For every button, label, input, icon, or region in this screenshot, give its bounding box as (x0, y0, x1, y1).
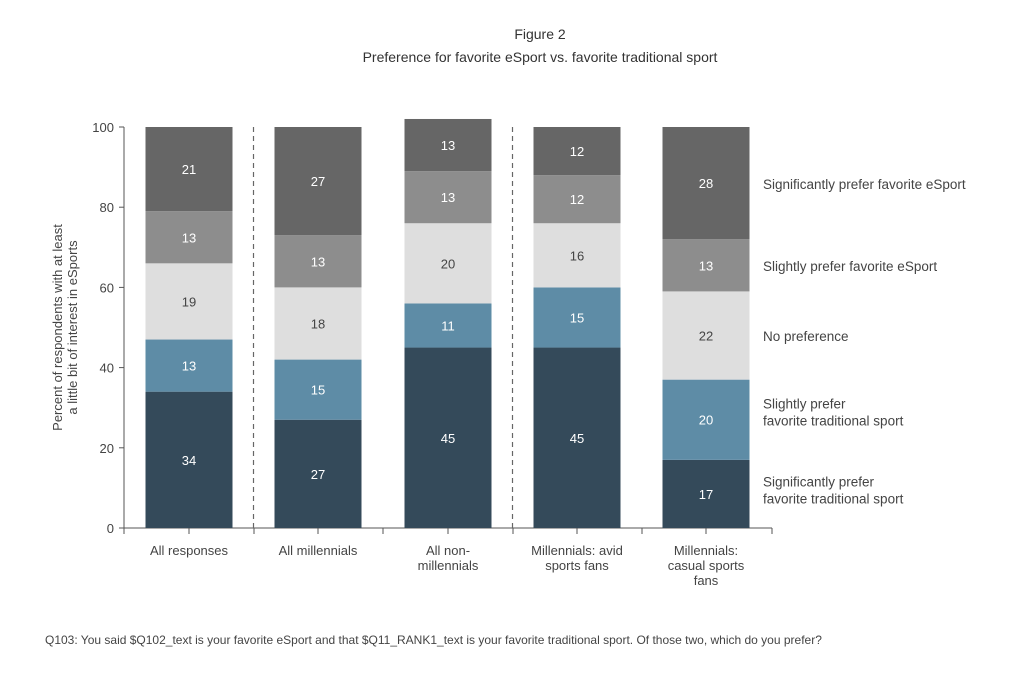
y-tick-label: 20 (100, 441, 114, 456)
y-tick-label: 40 (100, 361, 114, 376)
legend-label: Slightly prefer favorite eSport (763, 259, 937, 274)
data-label: 16 (570, 248, 584, 263)
figure-label: Figure 2 (514, 26, 566, 42)
legend-label: Slightly prefer (763, 397, 846, 412)
bar-segment (145, 339, 233, 392)
y-tick-label: 0 (107, 521, 114, 536)
bar-segment (404, 171, 492, 224)
x-tick-label: millennials (418, 558, 479, 573)
x-tick-label: All responses (150, 543, 229, 558)
data-label: 12 (570, 192, 584, 207)
x-tick-label: sports fans (545, 558, 609, 573)
x-tick-label: Millennials: avid (531, 543, 623, 558)
bar-segment (274, 359, 362, 420)
data-label: 15 (570, 310, 584, 325)
data-label: 19 (182, 294, 196, 309)
data-label: 13 (182, 359, 196, 374)
data-label: 12 (570, 144, 584, 159)
data-label: 20 (441, 256, 455, 271)
bar-segment (274, 127, 362, 236)
x-tick-label: casual sports (668, 558, 745, 573)
legend-label: Significantly prefer (763, 475, 875, 490)
bar-segment (662, 127, 750, 240)
footnote: Q103: You said $Q102_text is your favori… (45, 633, 822, 647)
data-label: 13 (441, 138, 455, 153)
data-label: 20 (699, 413, 713, 428)
bar-segment (662, 379, 750, 460)
bar-segment (533, 347, 621, 528)
bar-segment (404, 347, 492, 528)
x-tick-label: fans (694, 573, 719, 588)
y-axis-label: a little bit of interest in eSports (65, 240, 80, 415)
y-tick-label: 60 (100, 280, 114, 295)
data-label: 18 (311, 316, 325, 331)
y-tick-label: 80 (100, 200, 114, 215)
data-label: 13 (441, 190, 455, 205)
data-label: 13 (182, 230, 196, 245)
bar-segment (533, 127, 621, 176)
legend-label: favorite traditional sport (763, 414, 904, 429)
bar-segment (274, 287, 362, 360)
bar-segment (145, 211, 233, 264)
bar-segment (274, 235, 362, 288)
data-label: 15 (311, 383, 325, 398)
legend-label: Significantly prefer favorite eSport (763, 177, 966, 192)
data-label: 13 (311, 254, 325, 269)
data-label: 22 (699, 329, 713, 344)
y-axis-label: Percent of respondents with at least (50, 224, 65, 431)
data-label: 17 (699, 487, 713, 502)
data-label: 34 (182, 453, 196, 468)
data-label: 45 (441, 431, 455, 446)
data-label: 21 (182, 162, 196, 177)
data-label: 45 (570, 431, 584, 446)
bar-segment (274, 419, 362, 528)
bar-segment (533, 287, 621, 348)
bar-segment (404, 303, 492, 348)
bar-segment (533, 175, 621, 224)
plot-area: 0 20 40 60 80 100 Percent of respondents with … (50, 118, 966, 588)
x-tick-label: Millennials: (674, 543, 738, 558)
bar-segment (145, 263, 233, 340)
data-label: 11 (441, 318, 455, 333)
legend-label: favorite traditional sport (763, 492, 904, 507)
data-label: 27 (311, 174, 325, 189)
bar-segment (404, 223, 492, 304)
bar-segment (145, 391, 233, 528)
bar-segment (533, 223, 621, 288)
data-label: 28 (699, 176, 713, 191)
bar-segment (404, 118, 492, 172)
y-tick-label: 100 (92, 120, 114, 135)
data-label: 13 (699, 258, 713, 273)
chart-title: Preference for favorite eSport vs. favor… (363, 49, 718, 65)
bar-segment (662, 239, 750, 292)
bar-segment (662, 459, 750, 528)
x-tick-label: All non- (426, 543, 470, 558)
bar-segment (662, 291, 750, 380)
data-label: 27 (311, 467, 325, 482)
legend-label: No preference (763, 329, 849, 344)
bar-segment (145, 127, 233, 212)
x-tick-label: All millennials (279, 543, 358, 558)
